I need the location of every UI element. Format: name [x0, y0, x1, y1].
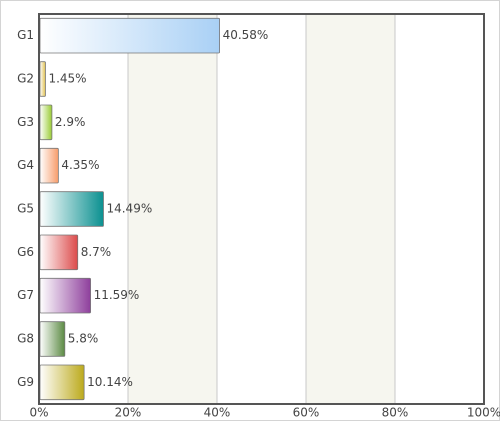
x-tick-label: 80%: [382, 406, 409, 420]
y-tick-label: G6: [17, 245, 34, 259]
value-label: 5.8%: [68, 332, 99, 346]
value-label: 11.59%: [94, 288, 140, 302]
band: [306, 14, 395, 404]
y-tick-label: G4: [17, 158, 34, 172]
x-tick-label: 60%: [293, 406, 320, 420]
plot-border: [38, 13, 485, 405]
bar: [39, 104, 53, 141]
x-tick-label: 100%: [467, 406, 500, 420]
bar: [39, 61, 46, 97]
bar: [39, 364, 85, 401]
value-label: 10.14%: [87, 375, 133, 389]
bar: [39, 321, 66, 357]
y-tick-label: G5: [17, 202, 34, 216]
value-label: 8.7%: [81, 245, 112, 259]
bar: [39, 191, 104, 227]
bar: [39, 234, 79, 271]
y-tick-label: G8: [17, 332, 34, 346]
y-tick-label: G2: [17, 72, 34, 86]
y-tick-label: G1: [17, 28, 34, 42]
value-label: 4.35%: [61, 158, 99, 172]
value-label: 14.49%: [106, 202, 152, 216]
value-label: 1.45%: [48, 72, 86, 86]
band: [128, 14, 217, 404]
value-label: 2.9%: [55, 115, 86, 129]
x-tick-label: 20%: [115, 406, 142, 420]
y-tick-label: G9: [17, 375, 34, 389]
y-tick-label: G7: [17, 288, 34, 302]
x-tick-label: 40%: [204, 406, 231, 420]
bar: [39, 277, 91, 314]
y-tick-label: G3: [17, 115, 34, 129]
bar: [39, 147, 59, 184]
bar: [39, 17, 220, 54]
x-tick-label: 0%: [29, 406, 48, 420]
value-label: 40.58%: [223, 28, 269, 42]
